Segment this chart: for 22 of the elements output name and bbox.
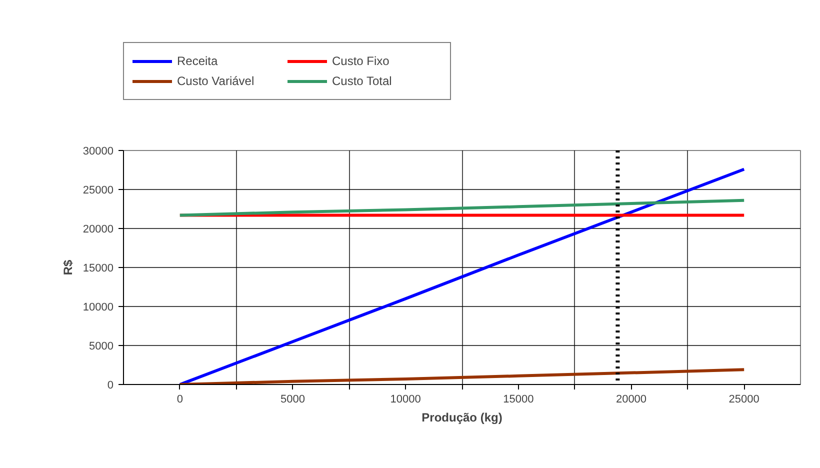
y-tick-label: 25000: [82, 184, 114, 196]
x-tick-label: 5000: [280, 394, 305, 406]
x-tick-label: 20000: [616, 394, 647, 406]
y-axis-title: R$: [60, 260, 75, 276]
x-tick-label: 10000: [390, 394, 421, 406]
legend-label: Custo Total: [332, 73, 393, 90]
y-tick-label: 10000: [82, 302, 114, 314]
y-tick-label: 5000: [89, 340, 114, 352]
x-tick-label: 25000: [728, 394, 760, 406]
legend-label: Custo Fixo: [332, 53, 390, 70]
line-series: [178, 198, 746, 217]
y-tick-label: 20000: [82, 224, 114, 236]
x-axis-title: Produção (kg): [422, 410, 502, 424]
y-tick-label: 30000: [82, 146, 114, 158]
x-tick-label: 0: [176, 394, 183, 406]
legend-label: Receita: [177, 53, 219, 70]
line-series: [178, 368, 746, 384]
x-tick-label: 15000: [503, 394, 534, 406]
y-tick-label: 15000: [82, 262, 114, 274]
legend-label: Custo Variável: [177, 73, 256, 90]
line-series: [178, 168, 746, 384]
y-tick-label: 0: [107, 380, 114, 392]
